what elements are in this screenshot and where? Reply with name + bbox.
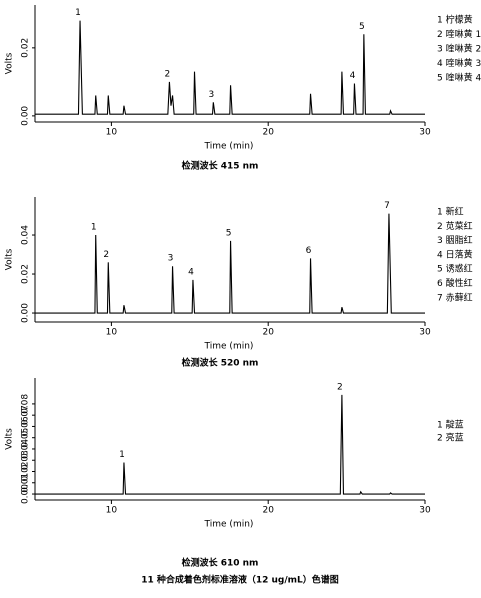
caption: 检测波长 415 nm [182, 160, 259, 172]
y-tick-label: 0.05 [21, 428, 31, 448]
y-axis-label: Volts [5, 52, 15, 74]
legend-entry: 3 胭脂红 [437, 234, 473, 246]
trace [34, 394, 425, 495]
peak-label: 1 [75, 8, 81, 18]
y-tick-label: 0.00 [21, 484, 31, 504]
legend-entry: 1 新红 [437, 206, 464, 218]
peak-label: 2 [103, 250, 109, 260]
x-tick-label: 20 [262, 128, 274, 138]
legend-entry: 5 喹啉黄 4 [437, 72, 481, 84]
peak-label: 3 [168, 254, 174, 264]
x-axis-label: Time (min) [204, 142, 254, 152]
legend-entry: 2 苋菜红 [437, 220, 473, 232]
x-axis-label: Time (min) [204, 342, 254, 352]
trace [34, 20, 425, 115]
peak-label: 5 [359, 22, 365, 32]
y-tick-label: 0.02 [21, 38, 31, 58]
legend-entry: 6 酸性红 [437, 277, 473, 289]
y-tick-label: 0.00 [21, 106, 31, 126]
y-tick-label: 0.00 [21, 303, 31, 323]
figure-title: 11 种合成着色剂标准溶液（12 ug/mL）色谱图 [141, 574, 339, 586]
caption: 检测波长 610 nm [182, 557, 259, 569]
y-tick-label: 0.03 [21, 450, 31, 470]
y-tick-label: 0.04 [21, 439, 31, 459]
y-tick-label: 0.02 [21, 461, 31, 481]
peak-label: 5 [226, 228, 232, 238]
x-tick-label: 20 [262, 506, 274, 516]
legend-entry: 5 诱惑红 [437, 263, 473, 275]
legend-entry: 1 柠檬黄 [437, 14, 473, 26]
trace [34, 213, 425, 314]
x-tick-label: 10 [106, 506, 118, 516]
x-tick-label: 10 [106, 328, 118, 338]
legend-entry: 7 赤藓红 [437, 291, 473, 303]
peak-label: 6 [306, 246, 312, 256]
y-tick-label: 0.06 [21, 416, 31, 436]
peak-label: 1 [119, 450, 125, 460]
caption: 检测波长 520 nm [182, 357, 259, 369]
x-tick-label: 30 [419, 328, 431, 338]
y-axis-label: Volts [5, 428, 15, 450]
peak-label: 1 [91, 223, 97, 233]
x-tick-label: 30 [419, 128, 431, 138]
y-tick-label: 0.04 [21, 225, 31, 245]
peak-label: 2 [165, 69, 171, 79]
y-tick-label: 0.08 [21, 394, 31, 414]
peak-label: 2 [337, 382, 343, 392]
x-tick-label: 30 [419, 506, 431, 516]
y-axis-label: Volts [5, 248, 15, 270]
legend-entry: 4 日落黄 [437, 248, 473, 260]
y-tick-label: 0.02 [21, 264, 31, 284]
x-axis-label: Time (min) [204, 520, 254, 530]
y-tick-label: 0.07 [21, 405, 31, 425]
legend-entry: 2 喹啉黄 1 [437, 28, 481, 40]
legend-entry: 3 喹啉黄 2 [437, 43, 481, 55]
legend-entry: 1 靛蓝 [437, 419, 464, 431]
y-tick-label: 0.01 [21, 473, 31, 493]
x-tick-label: 10 [106, 128, 118, 138]
peak-label: 4 [350, 71, 356, 81]
peak-label: 4 [188, 267, 194, 277]
legend-entry: 4 喹啉黄 3 [437, 57, 481, 69]
peak-label: 7 [384, 201, 390, 211]
peak-label: 3 [208, 90, 214, 100]
x-tick-label: 20 [262, 328, 274, 338]
legend-entry: 2 亮蓝 [437, 432, 464, 444]
